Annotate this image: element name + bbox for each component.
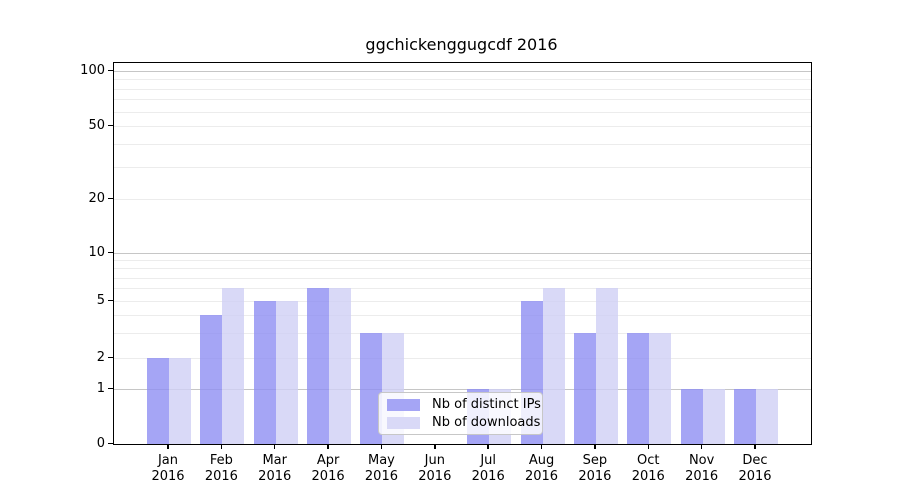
bar-distinct-ips-nov: [680, 389, 703, 444]
gridline-minor: [114, 260, 811, 262]
bar-downloads-feb: [222, 288, 245, 444]
x-tick-label: Jun 2016: [418, 453, 452, 484]
bar-distinct-ips-sep: [573, 332, 596, 444]
y-axis-tick: [108, 356, 113, 358]
gridline-minor: [114, 301, 811, 302]
x-axis-tick: [220, 444, 223, 449]
bar-downloads-apr: [329, 288, 352, 444]
x-tick-label: Feb 2016: [204, 453, 238, 484]
legend-swatch-downloads: [387, 416, 420, 429]
gridline-minor: [114, 126, 811, 127]
x-tick-label: Dec 2016: [738, 453, 772, 484]
y-axis-tick: [108, 299, 113, 301]
y-axis-tick: [108, 69, 113, 71]
x-tick-label: Apr 2016: [311, 453, 345, 484]
y-axis-tick: [108, 197, 113, 199]
x-tick-label: Jan 2016: [151, 453, 185, 484]
gridline-minor: [114, 79, 811, 81]
gridline-minor: [114, 332, 811, 334]
x-tick-label: Nov 2016: [685, 453, 719, 484]
y-tick-label: 2: [96, 349, 105, 365]
bar-downloads-mar: [275, 301, 298, 444]
x-tick-label: Sep 2016: [578, 453, 612, 484]
x-axis-tick: [167, 444, 169, 449]
bar-distinct-ips-apr: [307, 288, 330, 444]
y-tick-label: 100: [80, 62, 105, 78]
gridline-minor: [114, 314, 811, 316]
x-axis-tick: [754, 444, 756, 449]
y-tick-label: 5: [96, 292, 105, 308]
y-tick-label: 50: [88, 117, 105, 133]
gridline-minor: [114, 166, 811, 168]
gridline-minor: [114, 111, 811, 113]
gridline-minor: [114, 277, 811, 279]
x-axis-tick: [647, 444, 649, 449]
bar-downloads-aug: [542, 288, 565, 444]
x-tick-label: Aug 2016: [524, 453, 559, 484]
y-tick-label: 10: [88, 244, 105, 260]
gridline-major: [114, 71, 811, 72]
gridline-major: [114, 389, 811, 390]
bar-distinct-ips-oct: [627, 332, 650, 444]
gridline-minor: [114, 268, 811, 270]
legend-box: Nb of distinct IPs Nb of downloads: [378, 392, 543, 435]
bar-downloads-dec: [756, 389, 778, 444]
gridline-major: [114, 253, 811, 254]
bar-distinct-ips-may: [360, 332, 383, 444]
y-axis-tick: [108, 387, 113, 389]
bar-distinct-ips-dec: [734, 389, 756, 444]
x-tick-label: May 2016: [364, 453, 398, 484]
legend-label-downloads: Nb of downloads: [432, 414, 541, 430]
gridline-minor: [114, 143, 811, 145]
legend-swatch-distinct-ips: [387, 398, 420, 411]
y-tick-label: 0: [96, 435, 105, 451]
bar-downloads-jan: [169, 358, 191, 444]
legend-entry-distinct-ips: Nb of distinct IPs: [387, 397, 541, 412]
gridline-minor: [114, 288, 811, 290]
plot-area: [113, 62, 812, 445]
gridline-minor: [114, 199, 811, 200]
y-tick-label: 20: [88, 190, 105, 206]
x-tick-label: Mar 2016: [258, 453, 292, 484]
bar-downloads-sep: [595, 288, 618, 444]
y-axis-tick: [108, 251, 113, 253]
bar-distinct-ips-jan: [147, 358, 169, 444]
x-axis-tick: [380, 444, 383, 449]
y-axis-tick: [108, 124, 113, 126]
x-axis-tick: [274, 444, 276, 449]
gridline-minor: [114, 88, 811, 90]
x-axis-tick: [487, 444, 489, 449]
bar-distinct-ips-mar: [253, 301, 276, 444]
bar-downloads-oct: [649, 332, 672, 444]
gridline-minor: [114, 99, 811, 101]
x-axis-tick: [434, 444, 436, 449]
x-tick-label: Jul 2016: [471, 453, 505, 484]
x-tick-label: Oct 2016: [631, 453, 665, 484]
y-axis-tick: [108, 442, 113, 444]
y-tick-label: 1: [96, 380, 105, 396]
x-axis-tick: [700, 444, 703, 449]
x-axis-tick: [594, 444, 596, 449]
x-axis-tick: [327, 444, 329, 449]
x-axis-tick: [540, 444, 543, 449]
bar-distinct-ips-feb: [200, 314, 223, 444]
chart-title: ggchickenggugcdf 2016: [365, 35, 558, 54]
bar-downloads-nov: [702, 389, 725, 444]
legend-entry-downloads: Nb of downloads: [387, 415, 540, 430]
gridline-minor: [114, 358, 811, 359]
legend-label-distinct-ips: Nb of distinct IPs: [432, 396, 541, 412]
